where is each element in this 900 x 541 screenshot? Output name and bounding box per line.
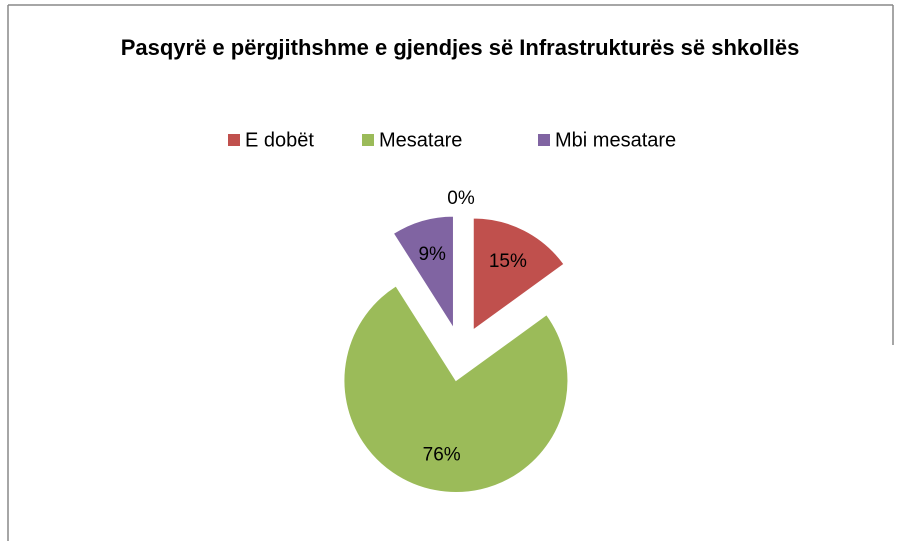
pie-slice — [392, 215, 454, 330]
legend-swatch — [538, 134, 550, 146]
legend-label: Mbi mesatare — [555, 129, 676, 151]
data-label: 76% — [423, 444, 461, 465]
chart-title: Pasqyrë e përgjithshme e gjendjes së Inf… — [120, 35, 800, 60]
pie-slice — [472, 217, 565, 331]
data-label: 9% — [418, 244, 446, 265]
data-label: 15% — [489, 251, 527, 272]
pie-slice — [343, 285, 569, 494]
legend-swatch — [362, 134, 374, 146]
legend-label: Mesatare — [379, 129, 462, 151]
legend-label: E dobët — [245, 129, 314, 151]
data-label: 0% — [447, 188, 475, 209]
legend-swatch — [228, 134, 240, 146]
